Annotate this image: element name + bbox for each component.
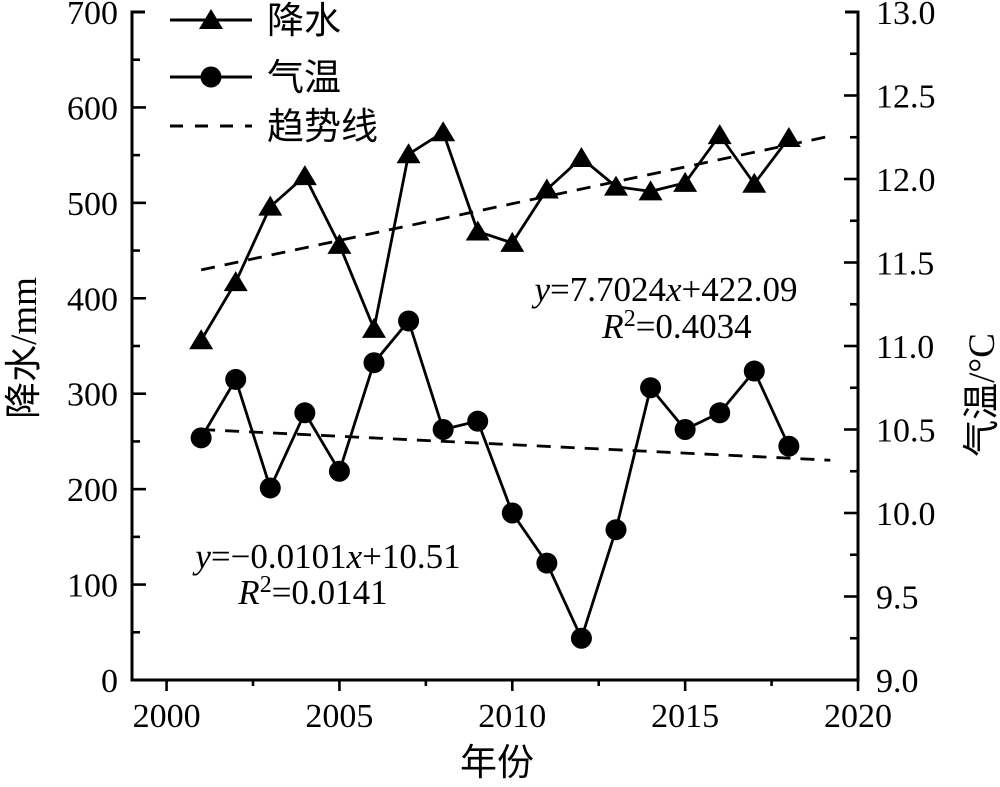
legend: 降水 气温 趋势线 xyxy=(170,0,378,148)
temperature-marker-2010 xyxy=(501,502,523,524)
legend-label-precipitation: 降水 xyxy=(267,0,341,42)
right-y-tick-label: 12.5 xyxy=(876,79,936,116)
precipitation-marker-2007 xyxy=(396,143,421,164)
temperature-marker-2012 xyxy=(570,627,592,649)
temperature-marker-2013 xyxy=(605,519,627,541)
precipitation-marker-2018 xyxy=(776,126,801,147)
right-y-tick-label: 9.0 xyxy=(876,663,919,700)
left-y-tick-label: 200 xyxy=(67,472,118,509)
temperature-marker-2007 xyxy=(398,310,420,332)
right-y-tick-label: 10.5 xyxy=(876,413,936,450)
temperature-marker-2018 xyxy=(778,435,800,457)
temperature-marker-2004 xyxy=(294,402,316,424)
precipitation-marker-2001 xyxy=(189,329,214,350)
axis-spines xyxy=(130,10,860,682)
precipitation-marker-2014 xyxy=(638,180,663,201)
precipitation-marker-2017 xyxy=(742,172,767,193)
precipitation-marker-2009 xyxy=(465,220,490,241)
precipitation-marker-2015 xyxy=(673,171,698,192)
precipitation-marker-2008 xyxy=(431,121,456,142)
x-tick-label: 2005 xyxy=(305,698,373,735)
temperature-marker-2016 xyxy=(709,402,731,424)
left-y-tick-label: 100 xyxy=(67,568,118,605)
temperature-marker-2017 xyxy=(743,360,765,382)
temperature-marker-2009 xyxy=(467,410,489,432)
trend-layer xyxy=(200,134,831,462)
legend-item-temperature: 气温 xyxy=(170,57,341,99)
precipitation-marker-2012 xyxy=(569,147,594,168)
left-y-tick-label: 0 xyxy=(101,663,118,700)
right-y-axis-title: 气温/°C xyxy=(961,333,1000,457)
temperature-trend-r2: R2=0.0141 xyxy=(237,572,387,612)
right-y-tick-label: 12.0 xyxy=(876,162,936,199)
temperature-marker-2001 xyxy=(190,427,212,449)
left-y-tick-label: 600 xyxy=(67,90,118,127)
right-y-tick-label: 11.0 xyxy=(876,329,934,366)
left-y-tick-label: 400 xyxy=(67,281,118,318)
left-y-axis-title: 降水/mm xyxy=(3,277,45,419)
temperature-marker-2015 xyxy=(674,419,696,440)
precipitation-marker-2013 xyxy=(604,175,628,196)
triangle-marker-icon xyxy=(199,9,223,29)
temperature-marker-2002 xyxy=(225,368,247,390)
temperature-marker-2005 xyxy=(328,460,350,482)
right-y-tick-label: 13.0 xyxy=(876,0,936,32)
right-y-tick-label: 10.0 xyxy=(876,496,936,533)
x-tick-label: 2000 xyxy=(133,698,201,735)
precipitation-trend-r2: R2=0.4034 xyxy=(601,306,751,346)
precipitation-marker-2003 xyxy=(258,195,283,216)
legend-item-precipitation: 降水 xyxy=(170,0,341,42)
x-axis-title: 年份 xyxy=(460,742,534,784)
circle-marker-icon xyxy=(200,66,222,88)
precipitation-marker-2010 xyxy=(500,231,525,252)
precipitation-marker-2002 xyxy=(223,271,248,292)
temperature-trend-equation: y=−0.0101x+10.51 xyxy=(192,537,460,576)
right-y-tick-label: 9.5 xyxy=(876,580,919,617)
axes-layer: 2000 2005 2010 2015 2020 0 100 200 300 400 500 600 7… xyxy=(67,0,936,735)
temperature-marker-2006 xyxy=(363,352,385,374)
precipitation-marker-2011 xyxy=(534,178,559,199)
left-y-tick-label: 300 xyxy=(67,377,118,414)
legend-label-trendline: 趋势线 xyxy=(267,106,378,148)
x-tick-label: 2020 xyxy=(824,698,892,735)
legend-item-trendline: 趋势线 xyxy=(170,106,378,148)
precipitation-marker-2004 xyxy=(292,165,317,186)
precipitation-marker-2016 xyxy=(707,124,732,145)
precipitation-trend xyxy=(200,134,831,272)
legend-label-temperature: 气温 xyxy=(267,57,341,99)
left-y-tick-label: 500 xyxy=(67,186,118,223)
precipitation-trend-equation: y=7.7024x+422.09 xyxy=(531,270,797,309)
x-tick-label: 2010 xyxy=(478,698,546,735)
temperature-marker-2014 xyxy=(640,377,662,399)
temperature-trend xyxy=(201,428,831,462)
series-layer xyxy=(189,121,801,649)
precipitation-marker-2006 xyxy=(362,317,386,338)
left-y-tick-label: 700 xyxy=(67,0,118,32)
x-tick-label: 2015 xyxy=(651,698,719,735)
right-y-tick-label: 11.5 xyxy=(876,246,934,283)
temperature-marker-2011 xyxy=(536,552,558,574)
temperature-marker-2008 xyxy=(432,419,454,440)
precipitation-marker-2005 xyxy=(327,233,352,254)
temperature-marker-2003 xyxy=(259,477,281,499)
